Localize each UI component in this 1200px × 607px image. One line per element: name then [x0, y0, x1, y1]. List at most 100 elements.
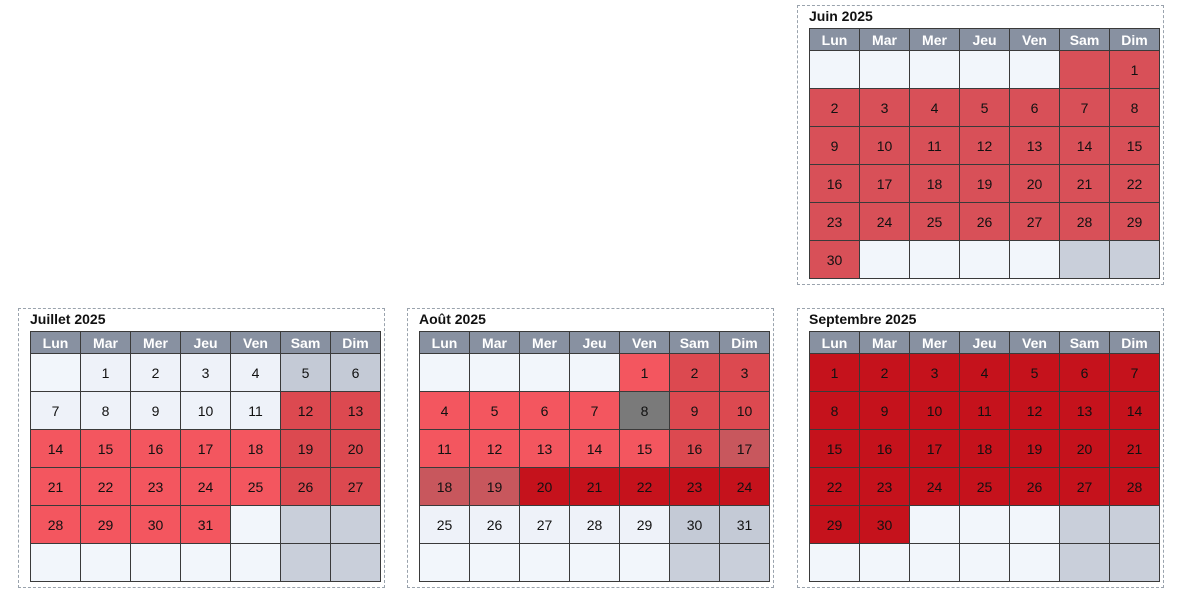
- day-cell[interactable]: 13: [519, 429, 570, 468]
- day-cell[interactable]: 5: [1009, 353, 1060, 392]
- day-cell[interactable]: 18: [230, 429, 281, 468]
- day-cell[interactable]: 18: [959, 429, 1010, 468]
- day-cell[interactable]: 24: [719, 467, 770, 506]
- day-cell[interactable]: 7: [1109, 353, 1160, 392]
- day-cell[interactable]: 28: [30, 505, 81, 544]
- day-cell[interactable]: 12: [469, 429, 520, 468]
- day-cell[interactable]: 15: [619, 429, 670, 468]
- day-cell[interactable]: 21: [1059, 164, 1110, 203]
- day-cell[interactable]: 2: [669, 353, 720, 392]
- day-cell[interactable]: 2: [809, 88, 860, 127]
- day-cell[interactable]: 14: [30, 429, 81, 468]
- day-cell[interactable]: 19: [1009, 429, 1060, 468]
- day-cell[interactable]: 26: [1009, 467, 1060, 506]
- day-cell[interactable]: 25: [419, 505, 470, 544]
- day-cell[interactable]: 31: [180, 505, 231, 544]
- day-cell[interactable]: 14: [1109, 391, 1160, 430]
- day-cell[interactable]: 16: [669, 429, 720, 468]
- day-cell[interactable]: 15: [809, 429, 860, 468]
- day-cell[interactable]: 8: [619, 391, 670, 430]
- day-cell[interactable]: 21: [30, 467, 81, 506]
- day-cell[interactable]: 3: [909, 353, 960, 392]
- day-cell[interactable]: 1: [80, 353, 131, 392]
- day-cell[interactable]: 4: [909, 88, 960, 127]
- day-cell[interactable]: 11: [959, 391, 1010, 430]
- day-cell[interactable]: 4: [419, 391, 470, 430]
- day-cell[interactable]: 9: [809, 126, 860, 165]
- day-cell[interactable]: 22: [1109, 164, 1160, 203]
- day-cell[interactable]: 11: [230, 391, 281, 430]
- day-cell[interactable]: 6: [519, 391, 570, 430]
- day-cell[interactable]: 9: [859, 391, 910, 430]
- day-cell[interactable]: 12: [280, 391, 331, 430]
- day-cell[interactable]: 25: [230, 467, 281, 506]
- day-cell[interactable]: 14: [1059, 126, 1110, 165]
- day-cell[interactable]: 23: [859, 467, 910, 506]
- day-cell[interactable]: 15: [80, 429, 131, 468]
- day-cell[interactable]: 20: [330, 429, 381, 468]
- day-cell[interactable]: 28: [569, 505, 620, 544]
- day-cell[interactable]: 16: [130, 429, 181, 468]
- day-cell[interactable]: 22: [809, 467, 860, 506]
- day-cell[interactable]: 10: [909, 391, 960, 430]
- day-cell[interactable]: 8: [1109, 88, 1160, 127]
- day-cell[interactable]: 16: [859, 429, 910, 468]
- day-cell[interactable]: 19: [959, 164, 1010, 203]
- day-cell[interactable]: 2: [130, 353, 181, 392]
- day-cell[interactable]: 25: [959, 467, 1010, 506]
- day-cell[interactable]: 10: [859, 126, 910, 165]
- day-cell[interactable]: 1: [809, 353, 860, 392]
- day-cell[interactable]: 27: [1009, 202, 1060, 241]
- day-cell[interactable]: 30: [809, 240, 860, 279]
- day-cell[interactable]: 29: [809, 505, 860, 544]
- day-cell[interactable]: 11: [909, 126, 960, 165]
- day-cell[interactable]: 22: [80, 467, 131, 506]
- day-cell[interactable]: 18: [419, 467, 470, 506]
- day-cell[interactable]: 28: [1059, 202, 1110, 241]
- day-cell[interactable]: 26: [959, 202, 1010, 241]
- day-cell[interactable]: 21: [569, 467, 620, 506]
- day-cell[interactable]: 1: [1109, 50, 1160, 89]
- day-cell[interactable]: 12: [1009, 391, 1060, 430]
- day-cell[interactable]: 23: [669, 467, 720, 506]
- day-cell[interactable]: 4: [230, 353, 281, 392]
- day-cell[interactable]: 10: [180, 391, 231, 430]
- day-cell[interactable]: 27: [330, 467, 381, 506]
- day-cell[interactable]: 24: [909, 467, 960, 506]
- day-cell[interactable]: 10: [719, 391, 770, 430]
- day-cell[interactable]: 23: [130, 467, 181, 506]
- day-cell[interactable]: 6: [1009, 88, 1060, 127]
- day-cell[interactable]: 17: [909, 429, 960, 468]
- day-cell[interactable]: 3: [859, 88, 910, 127]
- day-cell[interactable]: 15: [1109, 126, 1160, 165]
- day-cell[interactable]: 24: [859, 202, 910, 241]
- day-cell[interactable]: 13: [1009, 126, 1060, 165]
- day-cell[interactable]: 19: [469, 467, 520, 506]
- day-cell[interactable]: 30: [130, 505, 181, 544]
- day-cell[interactable]: 3: [180, 353, 231, 392]
- day-cell[interactable]: 8: [809, 391, 860, 430]
- day-cell[interactable]: 26: [280, 467, 331, 506]
- day-cell[interactable]: 3: [719, 353, 770, 392]
- day-cell[interactable]: 18: [909, 164, 960, 203]
- day-cell[interactable]: 25: [909, 202, 960, 241]
- day-cell[interactable]: 6: [1059, 353, 1110, 392]
- day-cell[interactable]: 30: [669, 505, 720, 544]
- day-cell[interactable]: 29: [80, 505, 131, 544]
- day-cell[interactable]: 20: [519, 467, 570, 506]
- day-cell[interactable]: 23: [809, 202, 860, 241]
- day-cell[interactable]: 14: [569, 429, 620, 468]
- day-cell[interactable]: 27: [519, 505, 570, 544]
- day-cell[interactable]: 4: [959, 353, 1010, 392]
- day-cell[interactable]: 13: [330, 391, 381, 430]
- day-cell[interactable]: 30: [859, 505, 910, 544]
- day-cell[interactable]: 26: [469, 505, 520, 544]
- day-cell[interactable]: 20: [1059, 429, 1110, 468]
- day-cell[interactable]: 12: [959, 126, 1010, 165]
- day-cell[interactable]: 11: [419, 429, 470, 468]
- day-cell[interactable]: 28: [1109, 467, 1160, 506]
- day-cell[interactable]: 5: [280, 353, 331, 392]
- day-cell[interactable]: 29: [1109, 202, 1160, 241]
- day-cell[interactable]: 17: [859, 164, 910, 203]
- day-cell[interactable]: 5: [469, 391, 520, 430]
